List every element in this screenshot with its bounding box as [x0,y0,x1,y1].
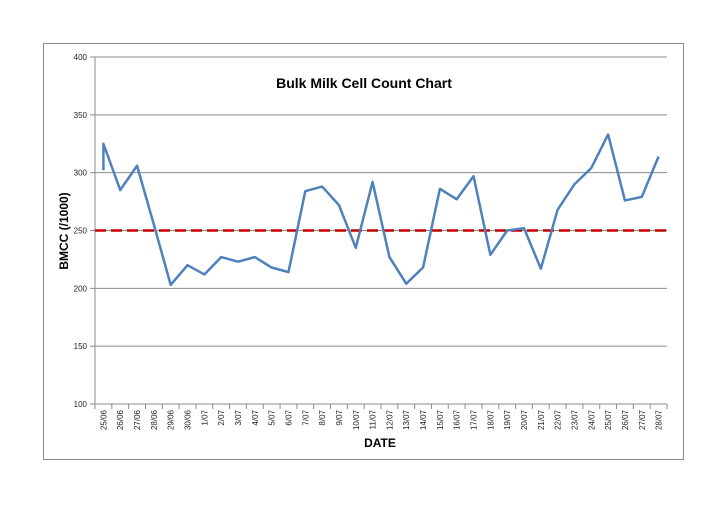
x-tick-label: 30/06 [184,409,193,430]
x-tick-label: 28/07 [655,409,664,430]
y-tick-label: 200 [74,284,88,293]
x-tick-label: 5/07 [268,409,277,425]
x-tick-label: 2/07 [217,409,226,425]
x-tick-label: 10/07 [352,409,361,430]
x-tick-label: 23/07 [570,409,579,430]
y-axis-title: BMCC (/1000) [57,192,71,269]
x-tick-label: 12/07 [385,409,394,430]
x-tick-label: 24/07 [587,409,596,430]
plot-series [95,133,667,287]
chart-title: Bulk Milk Cell Count Chart [276,75,452,91]
gridlines [90,56,668,409]
x-tick-label: 27/07 [638,409,647,430]
x-tick-label: 26/07 [621,409,630,430]
y-tick-label: 400 [74,53,88,62]
y-tick-label: 350 [74,111,88,120]
series-line [102,133,660,287]
x-tick-label: 25/07 [604,409,613,430]
x-tick-label: 13/07 [402,409,411,430]
x-tick-label: 4/07 [251,409,260,425]
y-tick-label: 300 [74,169,88,178]
x-tick-label: 7/07 [301,409,310,425]
x-tick-label: 16/07 [453,409,462,430]
x-tick-label: 29/06 [167,409,176,430]
x-tick-label: 11/07 [369,409,378,429]
x-tick-label: 25/06 [99,409,108,430]
x-tick-label: 1/07 [200,409,209,425]
x-tick-label: 6/07 [284,409,293,425]
y-tick-label: 100 [74,400,88,409]
x-tick-label: 18/07 [486,409,495,430]
x-axis-title: DATE [364,436,396,450]
x-tick-labels: 25/06 26/06 27/06 28/06 29/06 30/06 1/07 2/07 3/… [99,409,663,430]
x-tick-label: 9/07 [335,409,344,425]
x-tick-label: 20/07 [520,409,529,430]
x-tick-label: 15/07 [436,409,445,430]
x-tick-label: 19/07 [503,409,512,430]
y-tick-label: 150 [74,342,88,351]
x-tick-label: 8/07 [318,409,327,425]
chart-frame [43,43,684,460]
x-tick-label: 27/06 [133,409,142,430]
x-tick-label: 14/07 [419,409,428,430]
x-tick-label: 3/07 [234,409,243,425]
x-tick-label: 21/07 [537,409,546,430]
x-tick-label: 17/07 [470,409,479,430]
y-tick-label: 250 [74,227,88,236]
x-tick-label: 26/06 [116,409,125,430]
x-tick-label: 28/06 [150,409,159,430]
x-tick-label: 22/07 [554,409,563,430]
y-tick-labels: 100 150 200 250 300 350 400 [74,53,88,409]
